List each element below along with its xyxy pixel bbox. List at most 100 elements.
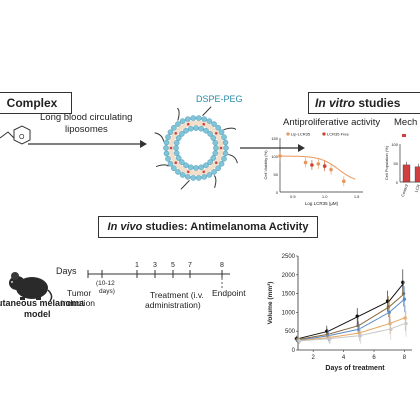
peg-chain — [228, 154, 238, 164]
lipid-head — [167, 160, 174, 167]
lipid-head — [183, 162, 189, 169]
y-tick-label: 0 — [396, 180, 399, 185]
data-point — [401, 291, 406, 296]
dspe-peg-label: DSPE-PEG — [196, 94, 243, 104]
x-tick-label: 1.5 — [354, 194, 360, 199]
bar — [402, 164, 411, 183]
data-point — [297, 339, 302, 343]
x-tick-label: 0.5 — [290, 194, 296, 199]
data-point — [355, 314, 359, 318]
day-label: 3 — [153, 262, 157, 269]
drug-molecule — [174, 161, 178, 164]
lipid-head — [210, 155, 217, 161]
liposome-to-invitro-arrow — [240, 144, 305, 152]
legend-marker — [322, 132, 326, 136]
data-point — [403, 316, 407, 320]
lipid-head — [179, 172, 186, 178]
y-tick-label: 100 — [271, 154, 278, 159]
liposome-description-line2: liposomes — [65, 124, 108, 135]
y-tick-label: 2000 — [282, 273, 296, 279]
lipid-head — [195, 115, 202, 121]
in-vitro-box: In vitro studies — [308, 92, 420, 114]
antiproliferative-chart: 150 100 50 0 0.5 1.0 1.5 Log LCR35 (μM) Cell Via… — [263, 132, 363, 206]
x-tick-label: LCR — [413, 184, 420, 193]
lipid-head — [222, 150, 229, 157]
treatment-line1: Treatment (i.v. — [150, 290, 204, 300]
y-tick-label: 1000 — [282, 310, 296, 316]
y-tick-label: 2500 — [282, 254, 296, 260]
lipid-head — [190, 115, 197, 121]
treatment-line2: administration) — [145, 300, 201, 310]
liposome-illustration — [154, 106, 238, 190]
drug-molecule — [186, 170, 190, 174]
y-tick-label: 150 — [271, 136, 278, 141]
lipid-head — [179, 131, 185, 137]
lipid-head — [203, 127, 209, 134]
fit-curve — [280, 155, 356, 180]
data-point — [328, 337, 332, 341]
data-point — [402, 297, 407, 301]
lipid-head — [184, 174, 191, 180]
lipid-head — [175, 121, 181, 127]
model-label-line2: model — [24, 309, 51, 319]
data-point — [329, 167, 333, 172]
in-vivo-italic: In vivo — [107, 221, 143, 233]
lipid-head — [215, 165, 221, 172]
lipid-head — [222, 139, 229, 146]
lipid-head — [203, 162, 209, 169]
in-vivo-title-box: In vivo studies: Antimelanoma Activity — [98, 216, 318, 238]
lipid-head — [175, 155, 182, 161]
mechanism-title: Mech — [394, 117, 418, 128]
legend-marker — [286, 132, 290, 136]
lipid-head — [193, 165, 199, 171]
lipid-head — [175, 135, 182, 141]
x-tick-label: Control — [400, 184, 409, 198]
x-tick-label: 2 — [312, 355, 316, 361]
lipid-head — [171, 165, 177, 172]
data-point — [310, 163, 314, 167]
legend-label: LCR35 Free — [327, 132, 350, 137]
lipid-head — [163, 150, 170, 157]
data-point — [404, 321, 408, 326]
lipid-head — [193, 125, 199, 131]
lipid-head — [198, 164, 204, 171]
data-point — [388, 321, 392, 326]
data-point — [356, 323, 360, 328]
drug-molecule — [214, 132, 218, 135]
lipid-head — [212, 140, 219, 146]
x-tick-label: 8 — [403, 355, 407, 361]
data-point — [358, 334, 363, 338]
data-point — [401, 280, 405, 285]
y-axis-label: Cell Population (%) — [384, 145, 389, 180]
in-vivo-rest: studies: Antimelanoma Activity — [142, 221, 309, 233]
data-point — [278, 154, 282, 158]
lipid-head — [198, 125, 204, 132]
lipid-head — [183, 127, 189, 134]
lipid-head — [201, 174, 208, 180]
peg-chain — [154, 132, 165, 142]
lipid-head — [167, 129, 174, 136]
peg-chain — [180, 180, 190, 190]
y-tick-label: 50 — [394, 161, 399, 166]
data-point — [386, 305, 391, 309]
lipid-head — [221, 134, 227, 140]
data-point — [316, 162, 321, 166]
lipid-head — [207, 131, 213, 137]
lipid-head — [211, 169, 217, 175]
legend-label: Lip-LCR35 — [291, 132, 311, 137]
bar — [414, 166, 420, 183]
drug-molecule — [202, 122, 206, 126]
molecule-structure: O — [0, 125, 31, 145]
days-label: Days — [56, 266, 77, 276]
complex-box: Complex — [0, 92, 72, 114]
peg-chain — [155, 164, 169, 168]
lipid-head — [173, 150, 180, 156]
lipid-head — [171, 124, 177, 131]
lipid-head — [211, 121, 217, 127]
model-label-line1: utaneous melanoma — [0, 298, 85, 308]
data-point — [357, 327, 361, 332]
lipid-head — [213, 145, 219, 151]
data-point — [325, 329, 329, 333]
lipid-head — [179, 159, 185, 165]
legend-marker — [402, 134, 406, 137]
